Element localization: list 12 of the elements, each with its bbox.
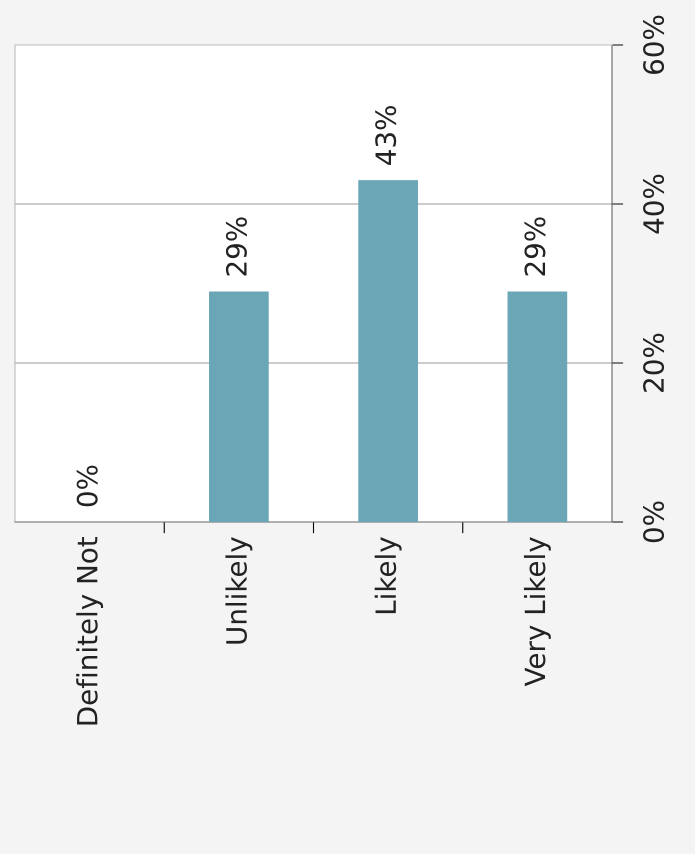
data-label: 0%	[76, 466, 98, 506]
y-tick-label: 60%	[643, 16, 664, 74]
x-tick-label: Definitely Not	[76, 536, 104, 725]
x-tick-label: Very Likely	[524, 537, 551, 686]
y-tick-label: 40%	[643, 174, 664, 234]
x-tick-label: Likely	[374, 537, 402, 614]
y-tick-label: 0%	[643, 502, 664, 542]
data-label: 29%	[226, 217, 247, 276]
y-tick-label: 20%	[643, 334, 664, 392]
x-tick-label: Unlikely	[225, 537, 252, 644]
data-label: 29%	[524, 217, 546, 276]
data-label: 43%	[375, 106, 396, 165]
